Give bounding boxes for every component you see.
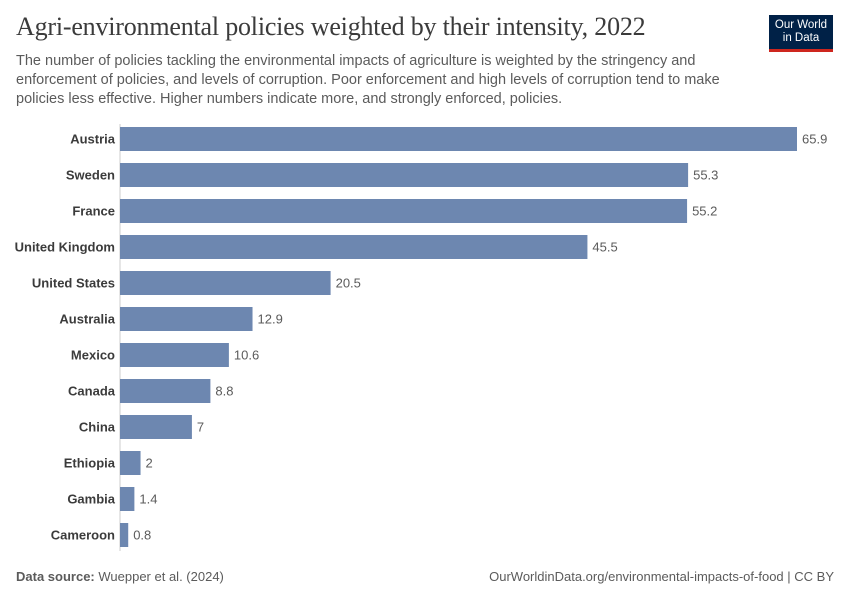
footer-url-license[interactable]: OurWorldinData.org/environmental-impacts… bbox=[489, 569, 834, 584]
bar[interactable] bbox=[120, 451, 141, 475]
value-label: 7 bbox=[197, 420, 204, 435]
bar[interactable] bbox=[120, 487, 135, 511]
category-label: Austria bbox=[70, 132, 116, 147]
category-label: Ethiopia bbox=[64, 456, 116, 471]
bar[interactable] bbox=[120, 235, 588, 259]
value-label: 55.3 bbox=[693, 168, 718, 183]
data-source: Data source: Wuepper et al. (2024) bbox=[16, 569, 224, 584]
bar[interactable] bbox=[120, 523, 129, 547]
value-label: 1.4 bbox=[139, 492, 157, 507]
chart-title: Agri-environmental policies weighted by … bbox=[16, 12, 646, 41]
value-label: 20.5 bbox=[336, 276, 361, 291]
bar[interactable] bbox=[120, 343, 229, 367]
bar[interactable] bbox=[120, 271, 331, 295]
category-label: Canada bbox=[68, 384, 116, 399]
category-label: Gambia bbox=[67, 492, 115, 507]
bar[interactable] bbox=[120, 163, 689, 187]
owid-logo[interactable]: Our World in Data bbox=[769, 15, 833, 52]
bar[interactable] bbox=[120, 199, 688, 223]
value-label: 10.6 bbox=[234, 348, 259, 363]
logo-line-1: Our World bbox=[774, 19, 828, 31]
category-label: United Kingdom bbox=[15, 240, 115, 255]
value-label: 0.8 bbox=[133, 528, 151, 543]
bar[interactable] bbox=[120, 379, 211, 403]
value-label: 8.8 bbox=[215, 384, 233, 399]
bar[interactable] bbox=[120, 415, 192, 439]
data-source-link[interactable]: Wuepper et al. (2024) bbox=[98, 569, 224, 584]
logo-line-2: in Data bbox=[782, 32, 820, 44]
value-label: 45.5 bbox=[592, 240, 617, 255]
category-label: Cameroon bbox=[51, 528, 115, 543]
category-label: China bbox=[79, 420, 116, 435]
bar-chart: Austria 65.9 Sweden 55.3 France 55.2 United Ki… bbox=[15, 124, 827, 551]
value-label: 12.9 bbox=[258, 312, 283, 327]
chart-subtitle: The number of policies tackling the envi… bbox=[16, 53, 720, 107]
category-label: France bbox=[72, 204, 115, 219]
value-label: 2 bbox=[146, 456, 153, 471]
bar[interactable] bbox=[120, 127, 797, 151]
category-label: Australia bbox=[59, 312, 115, 327]
category-label: Mexico bbox=[71, 348, 115, 363]
bar[interactable] bbox=[120, 307, 253, 331]
data-source-label: Data source: bbox=[16, 569, 95, 584]
category-label: United States bbox=[32, 276, 115, 291]
value-label: 65.9 bbox=[802, 132, 827, 147]
category-label: Sweden bbox=[66, 168, 115, 183]
value-label: 55.2 bbox=[692, 204, 717, 219]
